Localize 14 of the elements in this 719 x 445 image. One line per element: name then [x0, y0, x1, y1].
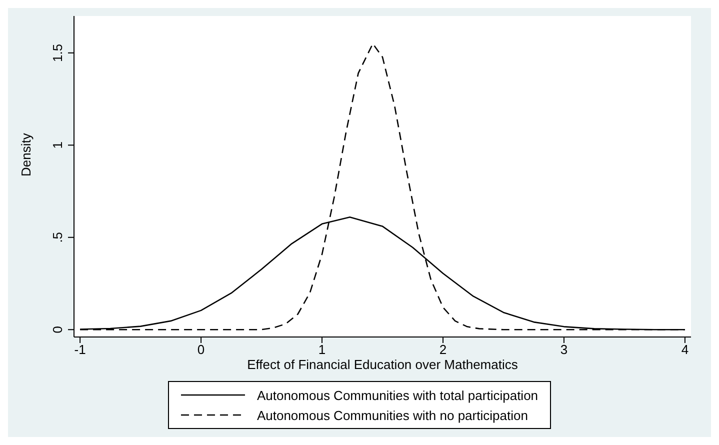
y-tick-label: 0: [50, 326, 65, 334]
y-tick-label: .5: [50, 232, 65, 243]
x-tick-label: 1: [318, 342, 326, 358]
legend-label: Autonomous Communities with no participation: [256, 408, 528, 422]
x-tick-label: 0: [197, 342, 205, 358]
legend-label: Autonomous Communities with total participation: [256, 388, 538, 402]
y-tick-label: 1.5: [50, 44, 65, 62]
x-tick-label: 3: [560, 342, 568, 358]
x-tick-label: 4: [681, 342, 689, 358]
x-axis-title: Effect of Financial Education over Mathematics: [247, 357, 518, 372]
y-axis-title: Density: [18, 132, 34, 176]
y-tick-label: 1: [50, 142, 65, 149]
x-tick-label: 2: [439, 342, 447, 358]
x-tick-label: -1: [74, 342, 86, 358]
